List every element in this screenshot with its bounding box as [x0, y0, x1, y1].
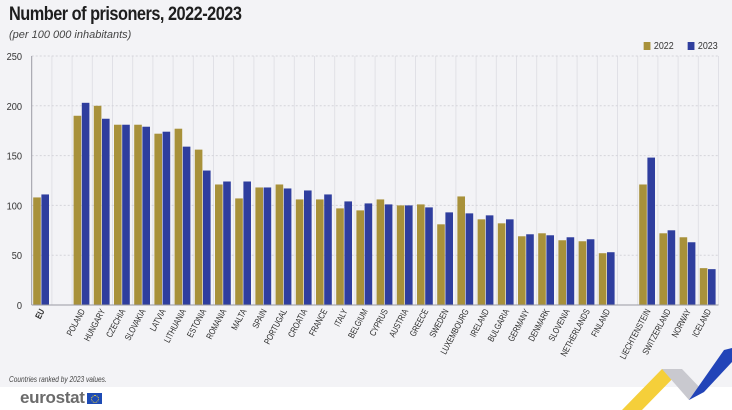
bar-2023-croatia: [304, 190, 312, 305]
footnote: Countries ranked by 2023 values.: [9, 375, 107, 384]
bar-2022-estonia: [194, 149, 203, 305]
bar-2023-liechtenstein: [647, 157, 655, 305]
footer-band: [0, 387, 732, 410]
bar-2023-netherlands: [586, 239, 595, 305]
eurostat-logo: eurostat: [20, 388, 102, 408]
bar-2023-spain: [263, 187, 272, 305]
bar-2023-czechia: [122, 124, 130, 305]
x-tick-label: MALTA: [229, 307, 249, 332]
bar-2022-slovenia: [558, 240, 566, 305]
bar-2022-norway: [679, 237, 688, 305]
x-tick-label: BELGIUM: [346, 307, 370, 340]
bar-2022-italy: [336, 208, 344, 305]
bar-2022-austria: [396, 205, 405, 305]
bar-2023-austria: [405, 205, 413, 305]
bar-2022-liechtenstein: [639, 184, 647, 305]
bar-2023-germany: [526, 234, 534, 305]
legend-label-2022: 2022: [654, 40, 674, 52]
legend-swatch-2022: [643, 42, 651, 50]
bar-2022-croatia: [295, 199, 304, 305]
bar-2023-sweden: [445, 212, 453, 305]
x-tick-label: AUSTRIA: [387, 307, 410, 339]
decorative-ribbon-icon: [622, 348, 732, 410]
bar-2022-cyprus: [376, 199, 385, 305]
bar-2022-iceland: [699, 268, 708, 305]
bar-2022-denmark: [538, 233, 546, 305]
eu-flag-icon: [86, 392, 102, 404]
bar-2022-netherlands: [578, 241, 587, 305]
y-tick-label: 0: [17, 301, 23, 313]
bar-2022-romania: [215, 184, 223, 305]
bar-2023-estonia: [203, 170, 211, 305]
x-tick-label: CROATIA: [286, 307, 310, 339]
bar-2022-finland: [598, 253, 607, 305]
chart-title: Number of prisoners, 2022-2023: [9, 4, 242, 25]
logo-text: eurostat: [20, 388, 85, 407]
bar-2023-bulgaria: [506, 219, 514, 305]
legend-item-2023: 2023: [687, 40, 717, 52]
bar-2023-finland: [607, 252, 615, 305]
bar-2022-belgium: [356, 210, 364, 305]
bar-2023-iceland: [708, 269, 716, 305]
bar-2022-eu: [33, 197, 41, 305]
x-tick-label: FRANCE: [307, 307, 330, 338]
bar-2023-poland: [81, 102, 90, 305]
bar-2023-switzerland: [667, 230, 676, 305]
bar-2022-switzerland: [659, 233, 667, 305]
x-tick-label: SPAIN: [250, 307, 269, 330]
bar-2023-eu: [41, 194, 49, 305]
legend-item-2022: 2022: [643, 40, 674, 52]
bar-2022-ireland: [477, 219, 486, 305]
chart-subtitle: (per 100 000 inhabitants): [9, 29, 132, 41]
bar-2023-malta: [243, 181, 251, 305]
bar-2023-luxembourg: [465, 213, 474, 305]
bar-2023-lithuania: [182, 146, 191, 305]
x-tick-label: EU: [33, 307, 47, 320]
bar-2022-slovakia: [134, 124, 142, 305]
legend-swatch-2023: [687, 42, 695, 50]
y-tick-label: 100: [7, 201, 23, 213]
x-tick-label: FINLAND: [589, 307, 612, 338]
bar-2023-cyprus: [384, 204, 393, 305]
x-tick-label: LATVIA: [148, 307, 168, 333]
bar-2023-romania: [223, 181, 231, 305]
bar-2023-portugal: [283, 188, 292, 305]
bar-2022-sweden: [437, 224, 445, 305]
legend: 2022 2023: [641, 40, 720, 52]
bar-2022-greece: [417, 204, 425, 305]
y-tick-label: 50: [12, 251, 23, 263]
bar-2022-lithuania: [174, 128, 183, 305]
bar-2023-slovenia: [566, 237, 575, 305]
bar-2022-portugal: [275, 184, 284, 305]
y-tick-label: 250: [7, 52, 23, 64]
bar-2022-france: [316, 199, 324, 305]
bar-2023-latvia: [162, 131, 171, 305]
bar-2023-norway: [687, 242, 696, 305]
bar-2022-germany: [518, 236, 526, 305]
bar-2023-greece: [425, 207, 433, 305]
y-tick-label: 200: [7, 101, 23, 113]
bar-2023-denmark: [546, 235, 554, 305]
bar-2022-spain: [255, 187, 263, 305]
bar-2022-latvia: [154, 133, 162, 305]
bar-2022-bulgaria: [497, 223, 506, 305]
bar-2023-ireland: [485, 215, 494, 305]
bar-2023-belgium: [364, 203, 373, 305]
bar-2022-poland: [73, 115, 82, 305]
bar-2022-czechia: [114, 124, 122, 305]
y-tick-label: 150: [7, 151, 23, 163]
x-tick-label: ICELAND: [690, 307, 713, 339]
bar-2023-slovakia: [142, 126, 150, 305]
bar-2023-france: [324, 194, 332, 305]
bar-2023-italy: [344, 201, 352, 305]
x-tick-label: ITALY: [332, 307, 350, 328]
bar-2023-hungary: [102, 118, 110, 305]
bar-2022-luxembourg: [457, 196, 465, 305]
legend-label-2023: 2023: [697, 40, 718, 52]
bar-2022-hungary: [93, 105, 102, 305]
bar-2022-malta: [235, 198, 243, 305]
